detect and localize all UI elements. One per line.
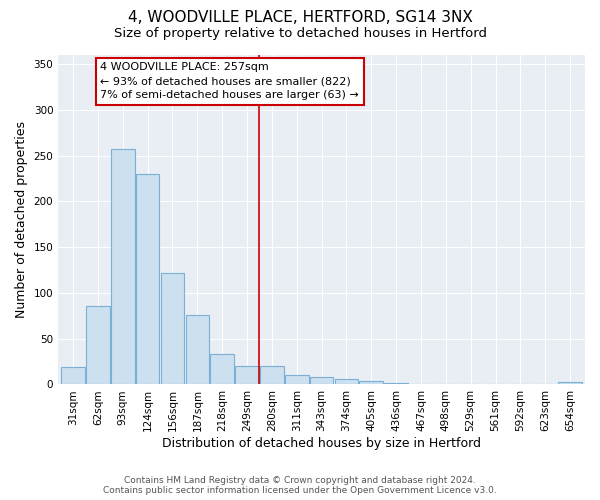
Bar (385, 382, 408, 384)
Bar (359, 381, 383, 384)
Bar (558, 382, 582, 384)
Bar (161, 273, 184, 384)
Bar (335, 379, 358, 384)
Text: Size of property relative to detached houses in Hertford: Size of property relative to detached ho… (113, 28, 487, 40)
Text: 4, WOODVILLE PLACE, HERTFORD, SG14 3NX: 4, WOODVILLE PLACE, HERTFORD, SG14 3NX (128, 10, 472, 25)
X-axis label: Distribution of detached houses by size in Hertford: Distribution of detached houses by size … (162, 437, 481, 450)
Bar (310, 377, 334, 384)
Bar (285, 376, 308, 384)
Bar (111, 150, 134, 384)
Bar (86, 306, 110, 384)
Bar (61, 367, 85, 384)
Bar (260, 366, 284, 384)
Y-axis label: Number of detached properties: Number of detached properties (15, 121, 28, 318)
Text: 4 WOODVILLE PLACE: 257sqm
← 93% of detached houses are smaller (822)
7% of semi-: 4 WOODVILLE PLACE: 257sqm ← 93% of detac… (100, 62, 359, 100)
Bar (211, 354, 234, 384)
Bar (235, 366, 259, 384)
Text: Contains HM Land Registry data © Crown copyright and database right 2024.
Contai: Contains HM Land Registry data © Crown c… (103, 476, 497, 495)
Bar (136, 174, 160, 384)
Bar (185, 315, 209, 384)
